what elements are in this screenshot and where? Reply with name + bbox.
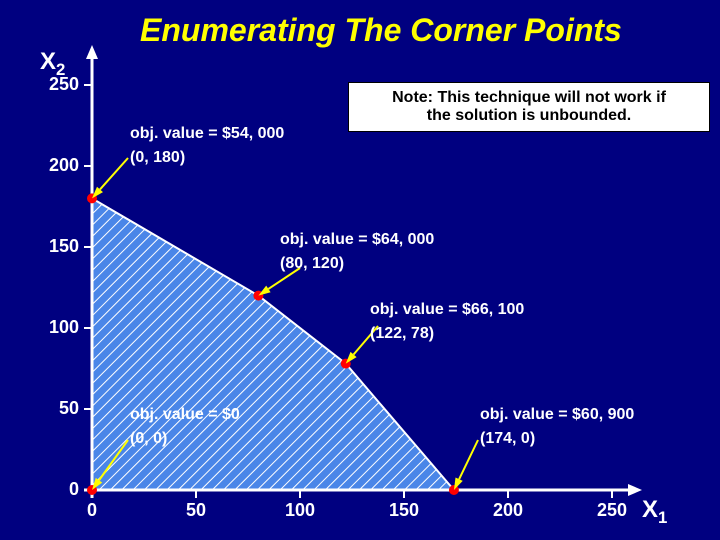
x-tick-label: 250 <box>587 500 637 521</box>
annotation: obj. value = $0 <box>130 405 240 425</box>
note-box: Note: This technique will not work ifthe… <box>348 82 710 132</box>
annotation: (80, 120) <box>280 254 344 274</box>
x-tick-label: 150 <box>379 500 429 521</box>
chart-canvas <box>0 0 720 540</box>
y-tick-label: 150 <box>37 236 79 257</box>
x-tick-label: 50 <box>171 500 221 521</box>
annotation: obj. value = $64, 000 <box>280 230 434 250</box>
slide: { "title": { "text": "Enumerating The Co… <box>0 0 720 540</box>
annotation: (122, 78) <box>370 324 434 344</box>
y-tick-label: 250 <box>37 74 79 95</box>
x-axis-label: X1 <box>642 496 667 528</box>
annotation: obj. value = $54, 000 <box>130 124 284 144</box>
x-tick-label: 200 <box>483 500 533 521</box>
x-tick-label: 0 <box>67 500 117 521</box>
x-axis-arrow <box>628 484 642 496</box>
y-axis-arrow <box>86 45 98 59</box>
annotation: (0, 180) <box>130 148 185 168</box>
y-tick-label: 0 <box>37 479 79 500</box>
annotation: obj. value = $60, 900 <box>480 405 634 425</box>
annotation: (0, 0) <box>130 429 167 449</box>
y-tick-label: 50 <box>37 398 79 419</box>
x-tick-label: 100 <box>275 500 325 521</box>
annotation: obj. value = $66, 100 <box>370 300 524 320</box>
annotation: (174, 0) <box>480 429 535 449</box>
y-tick-label: 200 <box>37 155 79 176</box>
y-tick-label: 100 <box>37 317 79 338</box>
